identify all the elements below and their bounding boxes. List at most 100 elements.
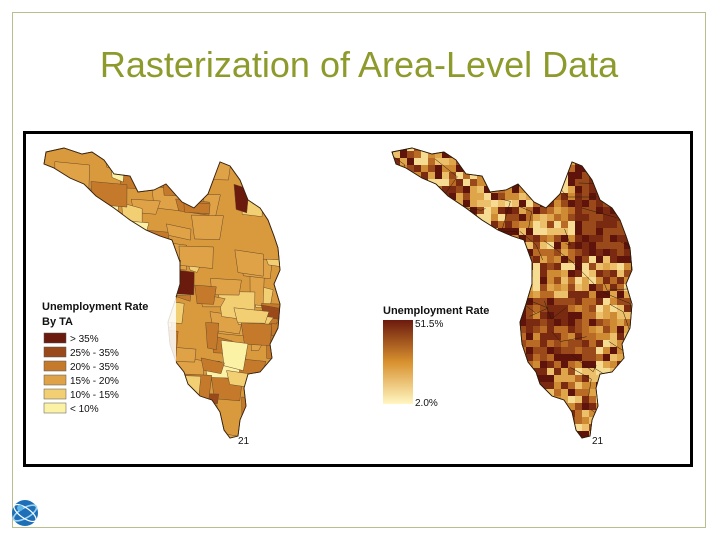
right-map-raster-cell [547,389,554,396]
right-map-raster-cell [463,291,470,298]
right-map-raster-cell [470,148,477,151]
right-map-raster-cell [421,249,428,256]
right-map-raster-cell [421,172,428,179]
left-map-district [130,148,149,158]
right-map-raster-cell [505,291,512,298]
right-map-raster-cell [393,200,400,207]
right-map-raster-cell [617,389,624,396]
right-map-raster-cell [547,291,554,298]
right-map-raster-cell [568,424,575,431]
right-map-raster-cell [442,207,449,214]
right-map-raster-cell [407,158,414,165]
right-map-raster-cell [554,235,561,242]
right-map-raster-cell [400,235,407,242]
right-map-raster-cell [568,347,575,354]
right-map-raster-cell [589,354,596,361]
right-map-raster-cell [372,424,379,431]
right-map-raster-cell [638,263,645,270]
right-map-raster-cell [624,417,631,424]
right-map-raster-cell [561,424,568,431]
right-map-raster-cell [512,186,519,193]
right-map-raster-cell [421,242,428,249]
right-map-raster-cell [512,361,519,368]
right-map-raster-cell [456,228,463,235]
right-map-raster-cell [407,221,414,228]
right-map-raster-cell [463,249,470,256]
right-map-raster-cell [393,151,400,158]
right-map-raster-cell [624,431,631,438]
right-map-raster-cell [631,417,632,424]
right-map-raster-cell [610,158,617,165]
right-map-raster-cell [484,165,491,172]
right-map-raster-cell [407,291,414,298]
right-map-raster-cell [379,158,386,165]
right-map-raster-cell [638,347,645,354]
right-map-raster-cell [603,193,610,200]
right-map-raster-cell [540,347,547,354]
right-map-raster-cell [561,277,568,284]
right-map-raster-cell [392,242,393,249]
right-map-raster-cell [498,151,505,158]
right-map-raster-cell [512,347,519,354]
left-map-district [271,148,280,162]
right-map-raster-cell [442,179,449,186]
right-map-raster-cell [414,263,421,270]
right-map-raster-cell [575,256,582,263]
map-figure: 21 Unemployment Rate By TA > 35% 25% - 35… [40,147,645,447]
right-map-raster-cell [554,375,561,382]
right-map-raster-cell [561,326,568,333]
right-map-raster-cell [449,228,456,235]
right-map-raster-cell [400,158,407,165]
right-map-raster-cell [435,284,442,291]
right-map-raster-cell [617,151,624,158]
right-map-raster-cell [603,403,610,410]
right-map-raster-cell [540,214,547,221]
right-map-raster-cell [442,148,449,151]
right-map-raster-cell [456,263,463,270]
right-map-raster-cell [449,165,456,172]
right-map-raster-cell [596,319,603,326]
right-map-raster-cell [540,305,547,312]
right-map-raster-cell [456,431,463,438]
right-map-raster-cell [435,417,442,424]
left-map-district [151,426,183,438]
right-map-raster-cell [596,417,603,424]
right-map-raster-cell [554,242,561,249]
right-map-raster-cell [463,172,470,179]
right-map-raster-cell [428,256,435,263]
right-map-raster-cell [631,151,632,158]
right-map-raster-cell [582,277,589,284]
left-map-district [50,269,67,293]
right-map-raster-cell [589,263,596,270]
right-map-raster-cell [512,354,519,361]
right-map-raster-cell [379,291,386,298]
right-legend-min-label: 2.0% [415,398,438,409]
right-map-raster-cell [491,221,498,228]
right-map-raster-cell [372,151,379,158]
right-map-raster-cell [512,270,519,277]
left-map-district [122,264,153,295]
right-map-raster-cell [435,151,442,158]
right-map-raster-cell [610,235,617,242]
right-map-raster-cell [491,148,498,151]
right-map-raster-cell [519,148,526,151]
right-map-raster-cell [547,270,554,277]
right-map-raster-cell [561,312,568,319]
right-map-raster-cell [470,186,477,193]
right-map-raster-cell [512,172,519,179]
right-map-raster-cell [547,256,554,263]
right-map-raster-cell [484,172,491,179]
right-map-raster-cell [526,326,533,333]
right-map-raster-cell [372,235,379,242]
right-map-raster-cell [624,151,631,158]
left-map-district [150,428,172,438]
left-map-district [109,152,138,173]
right-map-raster-cell [512,221,519,228]
right-map-raster-cell [568,242,575,249]
right-map-raster-cell [519,172,526,179]
right-map-raster-cell [610,263,617,270]
right-map-raster-cell [505,207,512,214]
right-map-raster-cell [512,200,519,207]
right-map-raster-cell [407,200,414,207]
right-map-raster-cell [505,242,512,249]
